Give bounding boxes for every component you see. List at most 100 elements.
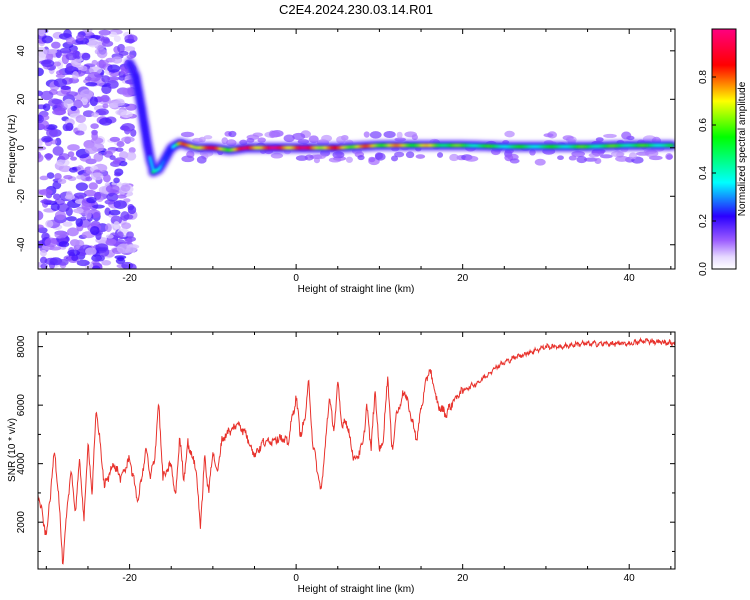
noise-speckle [99, 117, 113, 126]
ridge-halo-speckle [321, 134, 333, 142]
noise-speckle [63, 29, 72, 39]
spectrogram-xtick-label: 20 [457, 273, 469, 284]
noise-speckle [45, 219, 54, 228]
ridge-halo-speckle [595, 137, 604, 142]
spectrogram-panel: -20 0 20 40 -40 -20 0 20 40 Height of straight l… [7, 28, 676, 295]
noise-speckle [104, 207, 111, 216]
noise-speckle [124, 38, 135, 44]
snr-ytick-label: 2000 [16, 511, 27, 534]
ridge-halo-speckle [666, 154, 673, 160]
noise-speckle [113, 177, 120, 184]
noise-speckle [66, 216, 77, 222]
ridge-halo-speckle [198, 136, 206, 143]
noise-speckle [74, 130, 85, 136]
noise-speckle [126, 231, 134, 239]
ridge-halo-speckle [252, 132, 264, 137]
noise-speckle [116, 194, 127, 199]
ridge-halo-speckle [396, 131, 403, 139]
noise-speckle [91, 59, 98, 66]
ridge-halo-speckle [357, 154, 365, 161]
spectrogram-ytick-label: -40 [16, 237, 27, 252]
noise-speckle [44, 49, 58, 55]
noise-speckle [96, 48, 108, 59]
noise-speckle [118, 160, 128, 167]
ridge-halo-speckle [509, 158, 520, 164]
spectrogram-xtick-label: 0 [293, 273, 299, 284]
noise-speckle [84, 209, 92, 220]
noise-speckle [39, 188, 53, 196]
noise-speckle [116, 141, 125, 148]
snr-ylabel: SNR (10 * v/v) [7, 418, 18, 482]
chart-title: C2E4.2024.230.03.14.R01 [279, 2, 433, 17]
colorbar-tick-label: 0.2 [698, 214, 709, 228]
noise-speckle [53, 78, 68, 88]
noise-speckle [90, 137, 104, 144]
snr-ytick-label: 4000 [16, 452, 27, 475]
noise-speckle [116, 231, 124, 239]
noise-speckle [125, 237, 133, 244]
noise-speckle [113, 200, 127, 209]
noise-speckle [38, 224, 44, 230]
noise-speckle [122, 87, 137, 96]
noise-speckle [88, 182, 98, 190]
noise-speckle [57, 178, 67, 185]
noise-speckle [80, 89, 94, 99]
noise-speckle [106, 79, 119, 89]
ridge-halo-speckle [297, 139, 310, 144]
snr-xlabel: Height of straight line (km) [298, 584, 415, 595]
colorbar-tick-label: 0.6 [698, 118, 709, 132]
noise-speckle [69, 167, 78, 173]
ridge-halo-speckle [269, 130, 281, 138]
ridge-halo-speckle [328, 157, 342, 163]
snr-ytick-label: 8000 [16, 335, 27, 358]
noise-speckle [87, 38, 99, 48]
noise-speckle [109, 136, 121, 142]
noise-speckle [65, 190, 73, 199]
noise-speckle [107, 64, 121, 73]
ridge-halo-speckle [576, 155, 588, 164]
noise-speckle [91, 112, 100, 118]
noise-speckle [67, 249, 81, 257]
spectrogram-ytick-label: 0 [16, 145, 27, 151]
noise-speckle [70, 58, 82, 68]
noise-speckle [67, 144, 80, 151]
noise-speckle [105, 223, 112, 233]
colorbar-gradient [711, 28, 737, 270]
noise-speckle [40, 199, 53, 204]
ridge-halo-speckle [283, 134, 295, 143]
colorbar-tick-label: 0.8 [698, 70, 709, 84]
noise-speckle [58, 153, 70, 161]
noise-speckle [118, 151, 129, 159]
noise-speckle [54, 230, 68, 239]
noise-speckle [120, 184, 131, 192]
noise-speckle [46, 172, 55, 179]
noise-speckle [113, 221, 120, 230]
ridge-halo-speckle [588, 152, 600, 158]
noise-speckle [98, 29, 111, 36]
noise-speckle [75, 115, 87, 124]
noise-speckle [51, 41, 61, 49]
noise-speckle [117, 43, 126, 53]
noise-speckle [102, 174, 111, 183]
noise-speckle [101, 260, 112, 266]
ridge-halo-speckle [583, 157, 598, 162]
noise-speckle [46, 127, 58, 138]
noise-speckle [85, 82, 98, 87]
ridge-halo-speckle [181, 155, 195, 163]
ridge-halo-speckle [375, 152, 386, 161]
noise-speckle [43, 137, 54, 142]
noise-speckle [70, 156, 78, 161]
ridge-halo-speckle [336, 135, 346, 144]
noise-speckle [52, 109, 67, 116]
spectrogram-ytick-label: -20 [16, 189, 27, 204]
noise-speckle [124, 46, 136, 52]
noise-speckle [81, 52, 91, 61]
ridge-halo-speckle [464, 155, 479, 162]
noise-speckle [106, 76, 120, 81]
colorbar: 0.0 0.2 0.4 0.6 0.8 Normalized spectral ampl… [698, 28, 748, 276]
noise-speckle [71, 254, 79, 262]
ridge-halo-speckle [644, 149, 659, 158]
ridge-halo-speckle [257, 137, 266, 143]
noise-speckle [101, 75, 111, 83]
spectrogram-frame [37, 28, 676, 270]
